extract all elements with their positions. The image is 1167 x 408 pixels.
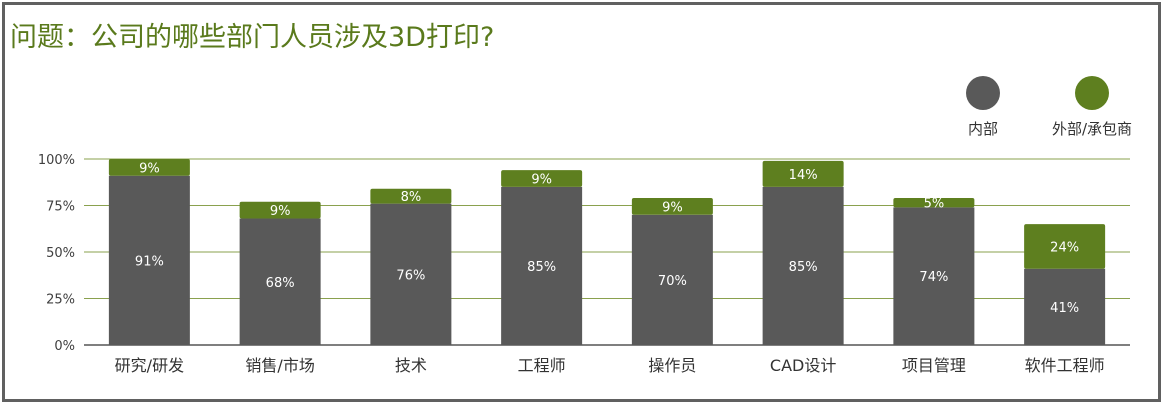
data-label-inner: 85% [527,260,556,275]
bar-outer [1024,224,1106,269]
x-category-label: 技术 [395,356,427,375]
x-category-label: 工程师 [518,356,566,375]
y-axis-ticks: 0% 25% 50% 75% 100% [38,153,75,354]
x-category-label: 软件工程师 [1025,356,1105,375]
legend-label: 外部/承包商 [1052,120,1132,138]
data-label-outer: 5% [924,197,945,212]
bar-outer [108,159,190,176]
y-tick-label: 0% [54,339,75,354]
data-label-inner: 91% [135,254,164,269]
data-label-inner: 41% [1050,301,1079,316]
y-tick-label: 50% [46,246,75,261]
y-tick-label: 25% [46,293,75,308]
data-label-inner: 76% [396,268,425,283]
data-label-outer: 24% [1050,240,1079,255]
legend-swatch [1075,76,1109,110]
legend: 内部 外部/承包商 [966,76,1132,138]
bar-outer [239,201,321,219]
bar-inner [1024,268,1106,345]
y-tick-label: 100% [38,153,75,168]
bar-inner [893,207,975,345]
legend-swatch [966,76,1000,110]
bar-inner [501,186,583,345]
data-label-inner: 74% [919,270,948,285]
bar-outer [893,198,975,208]
x-category-label: CAD设计 [770,356,836,375]
bar-outer [762,160,844,187]
data-label-inner: 85% [789,260,818,275]
bar-outer [370,188,452,204]
data-label-outer: 9% [270,204,291,219]
y-tick-label: 75% [46,200,75,215]
data-label-outer: 8% [401,190,422,205]
x-axis-labels: 研究/研发 销售/市场 技术 工程师 操作员 CAD设计 项目管理 软件工程师 [115,356,1105,375]
data-label-outer: 9% [531,173,552,188]
x-category-label: 销售/市场 [245,356,314,375]
x-category-label: 研究/研发 [115,356,184,375]
legend-label: 内部 [968,120,998,138]
x-category-label: 项目管理 [902,356,966,375]
bar-inner [631,214,713,345]
bar-inner [370,203,452,345]
chart-title: 问题：公司的哪些部门人员涉及3D打印? [10,22,495,53]
x-category-label: 操作员 [648,356,696,375]
bar-inner [108,175,190,345]
data-label-outer: 9% [139,161,160,176]
data-label-inner: 70% [658,274,687,289]
data-label-outer: 14% [789,168,818,183]
bars: 91% 9% 68% 9% 76% 8% 85% 9% 70% 9% 85% 14% 74% 5% 41% 2… [108,159,1106,345]
bar-outer [501,170,583,187]
bar-inner [239,218,321,345]
bar-outer [631,198,713,215]
bar-inner [762,186,844,345]
data-label-outer: 9% [662,200,683,215]
data-label-inner: 68% [266,276,295,291]
